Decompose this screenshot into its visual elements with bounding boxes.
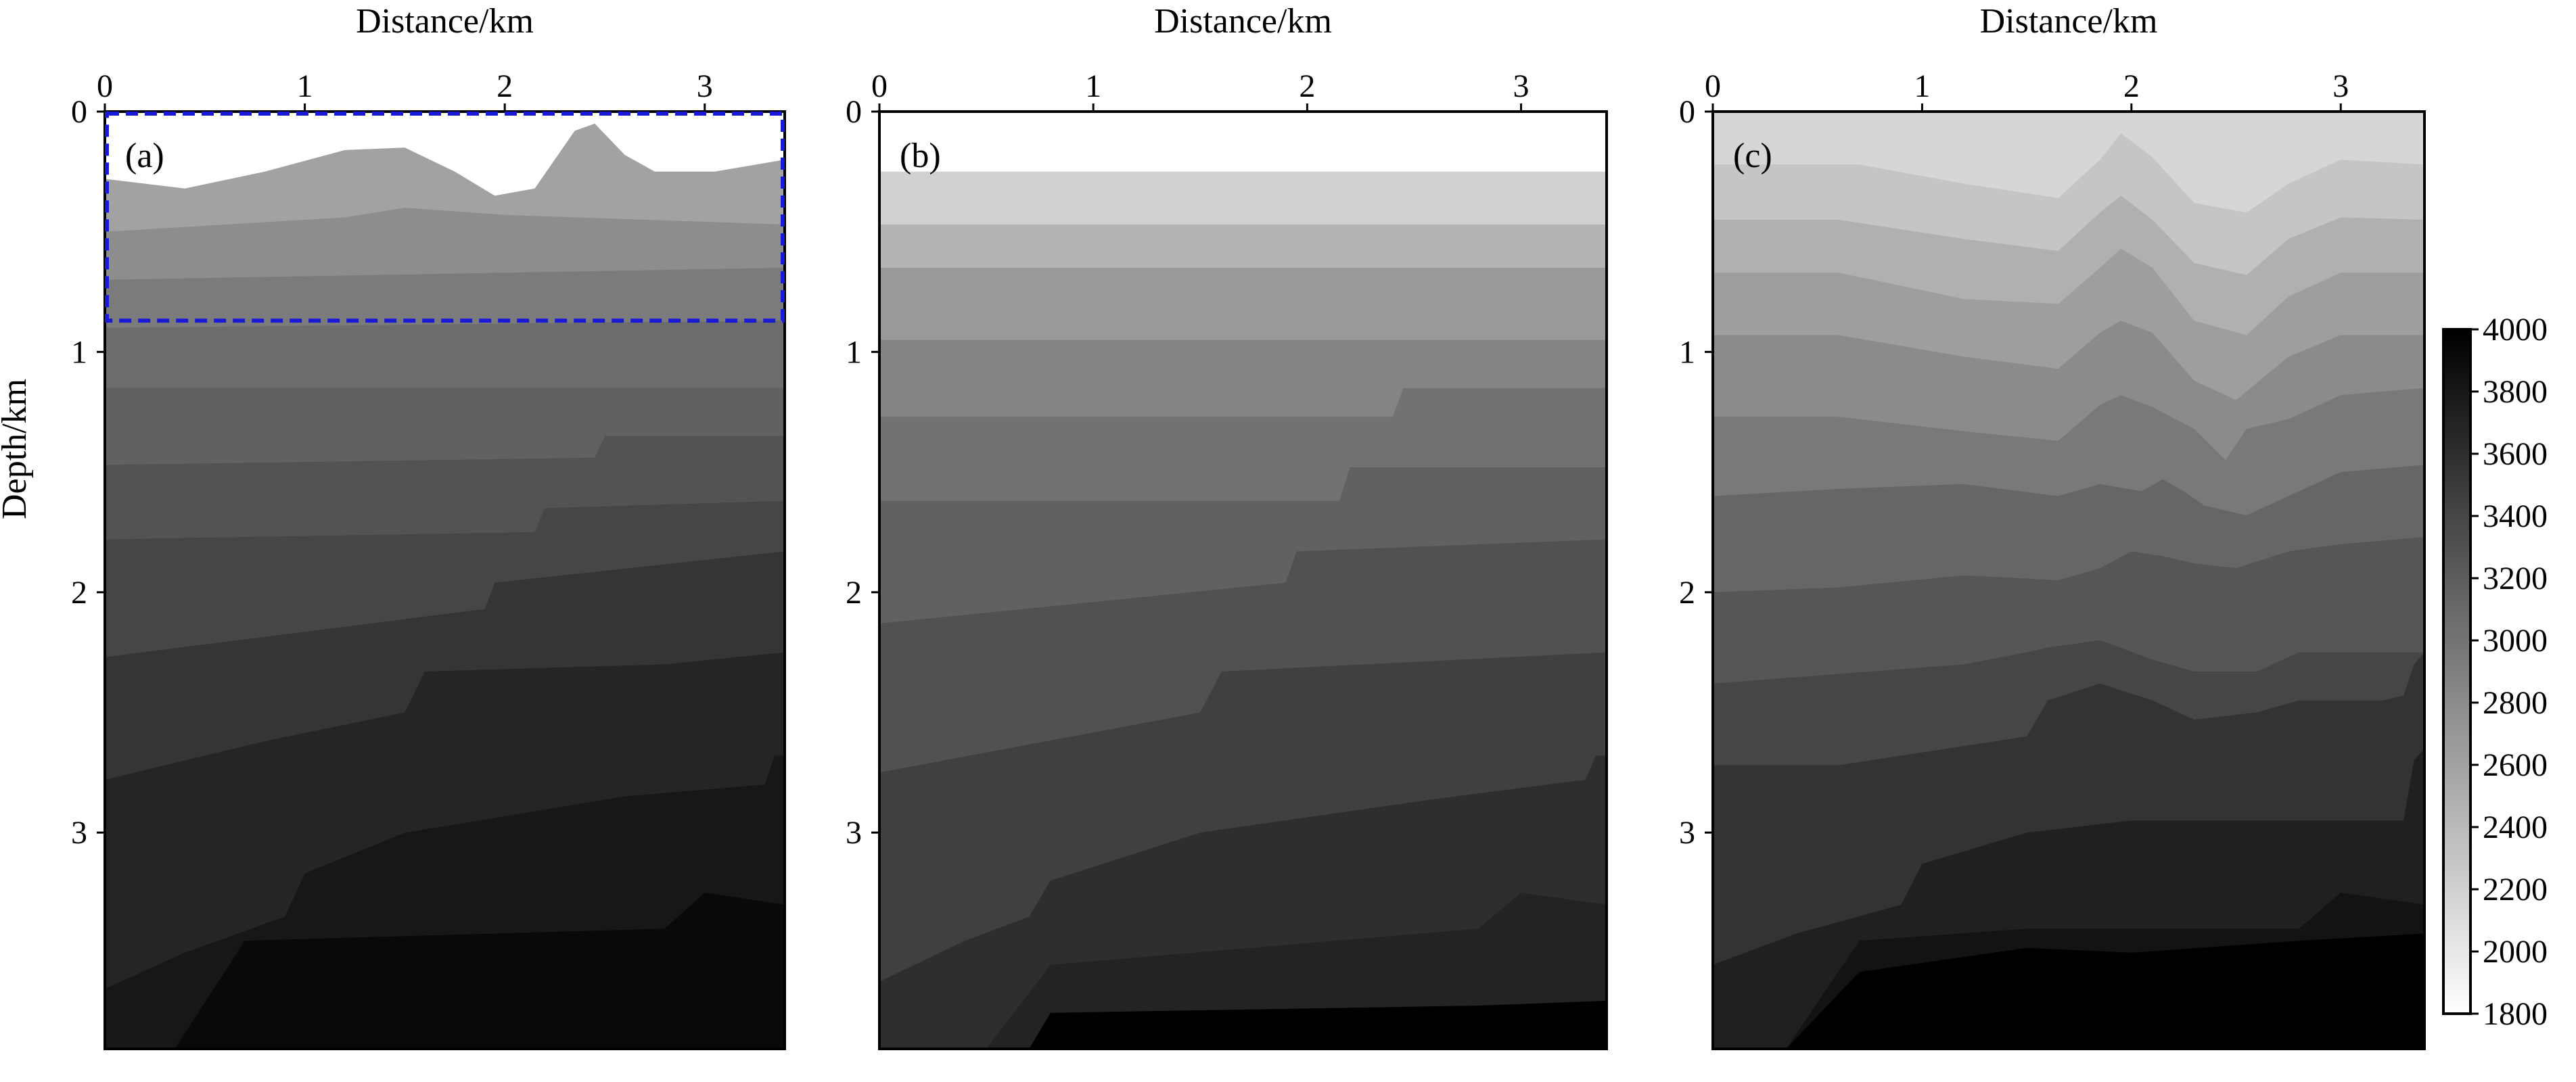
x-tick-label: 0	[1705, 68, 1721, 104]
y-tick-label: 3	[71, 815, 87, 851]
y-tick-label: 2	[71, 575, 87, 611]
panel-frame	[878, 110, 1608, 1050]
colorbar-tick-label: 3800	[2483, 374, 2548, 410]
y-axis-title: Depth/km	[0, 379, 34, 519]
panel-a: 0 1 2 3 0 1 2 3 Distance/km Depth/km (a)	[0, 2, 786, 1050]
y-tick-label: 3	[846, 815, 862, 851]
colorbar-tick-label: 2400	[2483, 809, 2548, 845]
x-axis-title: Distance/km	[1980, 2, 2158, 41]
x-axis-title: Distance/km	[1154, 2, 1332, 41]
x-tick-label: 0	[871, 68, 888, 104]
y-tick-label: 2	[846, 575, 862, 611]
panel-label: (b)	[900, 137, 941, 175]
velocity-layers	[1713, 112, 2424, 1049]
x-tick-label: 1	[1085, 68, 1101, 104]
colorbar-tick-label: 2600	[2483, 747, 2548, 783]
panel-b: 0 1 2 3 0 1 2 3 Distance/km (b)	[846, 2, 1608, 1050]
velocity-layer	[175, 893, 785, 1049]
x-tick-label: 1	[1914, 68, 1930, 104]
x-tick-label: 2	[1299, 68, 1315, 104]
velocity-layers	[879, 112, 1607, 1049]
y-tick-label: 1	[71, 334, 87, 370]
y-tick-label: 1	[846, 334, 862, 370]
colorbar-tick-label: 2200	[2483, 872, 2548, 908]
panel-label: (c)	[1733, 137, 1772, 175]
panel-frame	[104, 110, 786, 1050]
colorbar-tick-label: 3000	[2483, 623, 2548, 659]
colorbar-tick-label: 2000	[2483, 934, 2548, 970]
y-tick-label: 3	[1679, 815, 1695, 851]
x-tick-label: 3	[697, 68, 713, 104]
panels-group: 0 1 2 3 0 1 2 3 Distance/km Depth/km (a) 0 1 2 3 0 1 2 3 Di…	[0, 2, 2426, 1050]
colorbar-tick-label: 1800	[2483, 996, 2548, 1032]
colorbar: 1800 2000 2200 2400 2600 2800 3000 3200 3400 3600…	[2442, 312, 2548, 1032]
y-tick-label: 2	[1679, 575, 1695, 611]
colorbar-tick-label: 3600	[2483, 436, 2548, 472]
x-tick-label: 3	[1513, 68, 1530, 104]
velocity-layer	[1029, 1000, 1607, 1049]
x-tick-label: 0	[97, 68, 113, 104]
panel-label: (a)	[125, 137, 164, 175]
colorbar-ticks: 1800 2000 2200 2400 2600 2800 3000 3200 3400 3600…	[2470, 312, 2548, 1032]
colorbar-tick-label: 2800	[2483, 685, 2548, 721]
panel-c: 0 1 2 3 0 1 2 3 Distance/km (c)	[1679, 2, 2426, 1050]
x-tick-label: 2	[2123, 68, 2140, 104]
x-tick-label: 3	[2332, 68, 2349, 104]
colorbar-tick-label: 4000	[2483, 312, 2548, 348]
colorbar-tick-label: 3200	[2483, 561, 2548, 596]
x-tick-label: 1	[297, 68, 313, 104]
y-tick-label: 1	[1679, 334, 1695, 370]
colorbar-tick-label: 3400	[2483, 498, 2548, 534]
y-tick-label: 0	[1679, 94, 1695, 130]
y-tick-label: 0	[71, 94, 87, 130]
x-axis-title: Distance/km	[356, 2, 534, 41]
velocity-layer	[1786, 933, 2424, 1049]
velocity-layers	[105, 112, 785, 1049]
colorbar-gradient	[2442, 328, 2472, 1015]
highlight-box	[105, 112, 785, 323]
x-tick-label: 2	[497, 68, 513, 104]
y-tick-label: 0	[846, 94, 862, 130]
panel-frame	[1711, 110, 2426, 1050]
